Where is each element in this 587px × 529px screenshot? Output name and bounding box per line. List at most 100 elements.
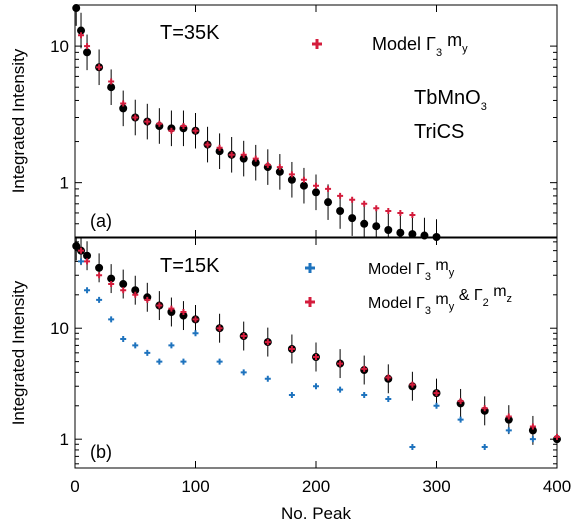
data-point-model: [397, 209, 404, 216]
data-point-model: [132, 342, 139, 349]
data-point-model: [361, 200, 368, 207]
y-tick-label-b: 1: [60, 430, 69, 449]
data-point-measured: [77, 26, 86, 35]
data-point-model: [144, 349, 151, 356]
data-point-model: [252, 155, 259, 162]
panel-label-a: (a): [90, 211, 112, 231]
data-point-model: [529, 436, 536, 443]
data-point-model: [156, 358, 163, 365]
x-tick-label: 100: [181, 477, 209, 496]
data-point-model: [180, 358, 187, 365]
data-point-measured: [83, 251, 92, 260]
data-point-model: [313, 383, 319, 390]
sample-label: TbMnO3: [414, 87, 487, 113]
data-point-model: [264, 161, 271, 168]
y-tick-label-b: 10: [50, 319, 69, 338]
data-point-model: [529, 423, 536, 430]
data-point-measured: [348, 214, 357, 223]
data-point-model: [361, 392, 368, 399]
data-point-measured: [251, 158, 260, 167]
data-point-model: [192, 316, 199, 323]
data-point-model: [481, 444, 488, 451]
data-point-measured: [215, 147, 224, 156]
x-axis: 0 100 200 300 400 No. Peak: [70, 477, 571, 523]
data-point-model: [132, 114, 139, 121]
data-point-measured: [360, 219, 369, 228]
data-point-measured: [107, 274, 116, 283]
data-point-model: [84, 43, 91, 50]
series-a-1: [78, 32, 416, 218]
data-point-model: [373, 205, 380, 212]
data-point-model: [108, 316, 115, 323]
data-point-measured: [95, 263, 104, 272]
data-point-model: [313, 354, 319, 361]
panel-label-b: (b): [90, 442, 112, 462]
data-point-model: [120, 335, 127, 342]
data-point-model: [168, 305, 175, 312]
data-point-model: [216, 325, 223, 332]
series-b-2: [78, 247, 560, 440]
data-point-model: [433, 390, 440, 397]
data-point-model: [96, 64, 103, 71]
data-point-measured: [239, 154, 248, 163]
data-point-measured: [336, 207, 345, 216]
data-point-model: [300, 176, 307, 183]
series-b-0: [72, 238, 561, 454]
data-point-model: [132, 291, 139, 298]
data-point-model: [156, 302, 163, 309]
temperature-label-a: T=35K: [160, 22, 220, 44]
data-point-model: [216, 358, 223, 365]
data-point-model: [264, 339, 271, 346]
data-point-model: [288, 345, 295, 352]
data-point-measured: [528, 426, 537, 435]
data-point-model: [240, 333, 247, 340]
data-point-measured: [372, 222, 381, 231]
data-point-model: [96, 296, 103, 303]
data-point-model: [228, 151, 235, 158]
data-point-model: [84, 287, 91, 294]
y-tick-label-a: 1: [60, 174, 69, 193]
data-point-model: [337, 192, 344, 199]
legend-text-b: Model Γ3 my & Γ2 mz: [368, 283, 512, 317]
data-point-model: [84, 258, 91, 265]
panel-b: 1 10 Integrated Intensity T=15K (b) Model Γ3 …: [9, 237, 561, 469]
data-point-measured: [408, 230, 417, 239]
data-point-model: [409, 211, 416, 218]
data-point-model: [288, 171, 295, 178]
data-point-model: [168, 342, 175, 349]
data-point-measured: [119, 104, 128, 113]
data-point-measured: [179, 311, 188, 320]
data-point-model: [192, 127, 199, 134]
data-point-measured: [324, 198, 333, 207]
legend-marker-b: [305, 297, 315, 307]
data-point-model: [96, 272, 103, 279]
data-point-model: [180, 308, 187, 315]
data-point-model: [78, 247, 85, 254]
data-point-model: [168, 127, 175, 134]
y-tick-label-a: 10: [50, 37, 69, 56]
x-axis-label: No. Peak: [281, 504, 351, 523]
data-point-model: [192, 330, 199, 337]
data-point-model: [313, 182, 319, 189]
data-point-model: [385, 208, 392, 215]
series-b-1: [78, 258, 536, 451]
data-point-model: [276, 164, 283, 171]
data-point-measured: [432, 233, 441, 241]
data-point-model: [108, 281, 115, 288]
instrument-label: TriCS: [414, 121, 464, 143]
data-point-model: [204, 141, 211, 148]
data-point-model: [120, 100, 127, 107]
x-tick-label: 0: [70, 477, 79, 496]
legend-text-b: Model Γ3 my: [368, 257, 455, 283]
legend-marker-b: [305, 263, 315, 273]
data-point-model: [337, 386, 344, 393]
data-point-model: [78, 32, 85, 39]
data-point-measured: [167, 307, 176, 316]
data-point-measured: [504, 415, 513, 424]
data-point-model: [216, 144, 223, 151]
data-point-model: [409, 444, 416, 451]
data-point-model: [505, 427, 512, 434]
y-axis-label-b: Integrated Intensity: [9, 280, 28, 425]
data-point-model: [120, 287, 127, 294]
